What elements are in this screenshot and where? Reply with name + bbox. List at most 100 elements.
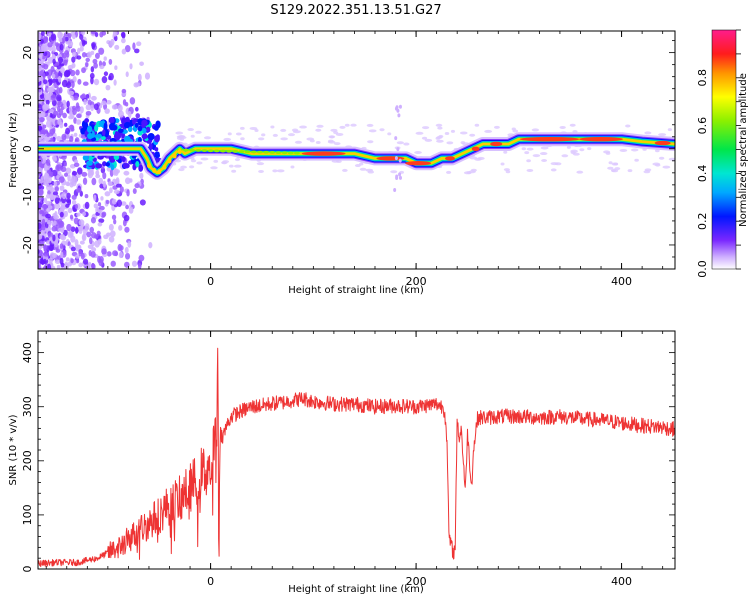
spectrogram-x-label: Height of straight line (km) — [288, 285, 424, 296]
ridge-halo-speckle — [299, 125, 307, 129]
ridge-halo-speckle — [466, 171, 472, 175]
ridge-halo-speckle — [613, 162, 619, 166]
noise-speckle — [84, 201, 90, 210]
ridge-dip-point — [167, 158, 172, 164]
noise-speckle — [64, 261, 69, 268]
ridge-halo-speckle — [203, 136, 212, 140]
noise-speckle — [117, 104, 123, 113]
ridge-dip-point — [152, 167, 157, 173]
noise-speckle — [120, 201, 127, 206]
ridge-halo-speckle — [335, 159, 342, 163]
noise-speckle — [43, 197, 48, 204]
noise-speckle — [70, 226, 76, 233]
ridge-halo-speckle — [526, 159, 531, 163]
ridge-segment — [195, 148, 202, 152]
noise-speckle — [103, 56, 107, 61]
ridge-halo-speckle — [342, 168, 348, 172]
ridge-halo-speckle — [652, 162, 661, 166]
ridge-halo-speckle — [354, 164, 361, 168]
ridge-peak — [519, 136, 580, 142]
snr-panel: 0 200 400 0 100 200 300 400 Height of straight… — [8, 330, 676, 595]
ridge-halo-speckle — [634, 158, 639, 162]
noise-speckle — [90, 66, 95, 73]
noise-speckle — [136, 41, 142, 47]
noise-speckle — [46, 219, 52, 225]
spectral-blob — [154, 152, 161, 159]
ridge-halo-speckle — [512, 129, 519, 133]
noise-speckle — [104, 191, 111, 197]
spectrogram-y-tick-label: 20 — [21, 46, 34, 60]
noise-speckle — [73, 132, 78, 137]
ridge-halo-speckle — [367, 170, 375, 174]
noise-speckle — [127, 110, 132, 119]
noise-speckle — [75, 102, 80, 109]
noise-speckle — [52, 127, 56, 134]
noise-speckle — [42, 124, 47, 129]
noise-speckle — [38, 110, 42, 118]
ridge-halo-speckle — [178, 168, 185, 172]
ridge-halo-speckle — [662, 165, 671, 169]
noise-speckle — [67, 40, 74, 48]
spectral-blob — [153, 125, 159, 131]
noise-speckle — [98, 218, 105, 224]
noise-speckle — [45, 213, 52, 219]
ridge-halo-speckle — [200, 157, 209, 161]
noise-speckle — [118, 110, 124, 118]
noise-speckle — [82, 258, 89, 265]
noise-speckle — [102, 172, 107, 180]
noise-speckle — [396, 147, 400, 152]
ridge-halo-speckle — [187, 128, 194, 132]
snr-y-tick-label: 300 — [21, 396, 34, 417]
noise-speckle — [38, 167, 43, 174]
ridge-halo-speckle — [367, 140, 374, 144]
ridge-halo-speckle — [493, 125, 500, 129]
spectral-blob — [132, 119, 136, 125]
noise-speckle — [57, 218, 63, 226]
noise-speckle — [79, 106, 84, 114]
ridge-halo-speckle — [379, 128, 385, 132]
ridge-halo-speckle — [228, 164, 234, 168]
noise-speckle — [118, 224, 123, 231]
noise-speckle — [108, 58, 113, 65]
noise-speckle — [56, 135, 62, 142]
noise-speckle — [108, 72, 114, 81]
spectral-blob — [123, 122, 130, 129]
noise-speckle — [82, 211, 86, 217]
spectral-blob — [146, 126, 151, 132]
ridge-segment — [207, 149, 214, 153]
noise-speckle — [82, 81, 89, 86]
ridge-halo-speckle — [469, 156, 478, 160]
noise-speckle — [98, 177, 104, 185]
noise-speckle — [95, 52, 100, 60]
noise-speckle — [93, 203, 99, 209]
noise-speckle — [397, 113, 401, 118]
noise-speckle — [44, 71, 49, 77]
snr-x-tick-label: 0 — [207, 575, 214, 588]
ridge-segment — [250, 150, 257, 154]
ridge-halo-speckle — [222, 160, 230, 164]
noise-speckle — [60, 66, 65, 74]
noise-speckle — [56, 94, 62, 102]
noise-speckle — [71, 33, 76, 40]
noise-speckle — [139, 61, 144, 66]
ridge-halo-speckle — [531, 128, 540, 132]
ridge-halo-speckle — [658, 156, 665, 160]
ridge-peak — [471, 146, 480, 151]
spectral-blob — [109, 157, 116, 163]
noise-speckle — [61, 205, 65, 212]
noise-speckle — [79, 46, 84, 52]
noise-speckle — [107, 181, 113, 187]
ridge-halo-speckle — [644, 131, 652, 135]
noise-speckle — [49, 113, 53, 118]
noise-speckle — [97, 209, 103, 214]
spectrogram-x-ticks: 0 200 400 — [207, 31, 632, 288]
noise-speckle — [101, 248, 107, 255]
ridge-halo-speckle — [368, 129, 377, 133]
noise-speckle — [38, 125, 43, 131]
ridge-halo-speckle — [561, 154, 569, 158]
ridge-halo-speckle — [350, 123, 357, 127]
noise-speckle — [67, 207, 73, 214]
noise-speckle — [71, 51, 77, 57]
noise-speckle — [126, 189, 130, 197]
spectral-blob — [113, 132, 121, 140]
